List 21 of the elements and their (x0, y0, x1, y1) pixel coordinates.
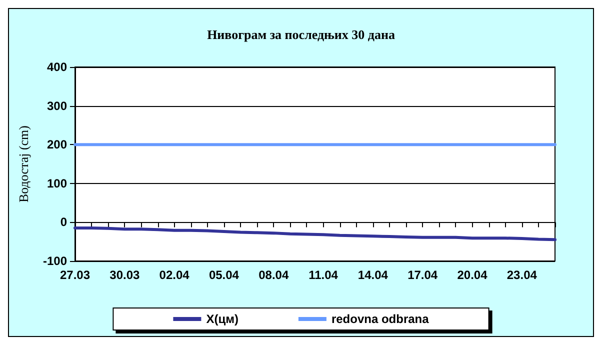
x-tick-label: 14.04 (358, 268, 388, 282)
y-tick-label: 400 (46, 60, 68, 74)
chart-title: Нивограм за последњих 30 дана (207, 27, 396, 42)
legend-label: redovna odbrana (331, 312, 430, 326)
x-tick-label: 23.04 (506, 268, 538, 282)
x-tick-label: 27.03 (60, 268, 90, 282)
y-tick-label: 300 (46, 98, 68, 113)
line-series (74, 226, 556, 242)
y-tick-label: 100 (46, 176, 68, 190)
x-tick-label: 08.04 (258, 268, 289, 282)
y-tick-label: -100 (42, 254, 68, 268)
y-axis-title: Водостај (cm) (16, 125, 31, 203)
x-tick-label: 11.04 (308, 268, 338, 282)
x-tick-label: 02.04 (159, 268, 190, 282)
y-tick-label: 200 (46, 138, 68, 152)
x-tick-label: 05.04 (208, 268, 240, 282)
x-tick-label: 30.03 (110, 268, 140, 282)
x-tick-label: 17.04 (408, 268, 438, 282)
y-tick-label: 0 (60, 215, 68, 230)
x-tick-label: 20.04 (457, 268, 488, 282)
legend-label: X(цм) (206, 312, 238, 326)
